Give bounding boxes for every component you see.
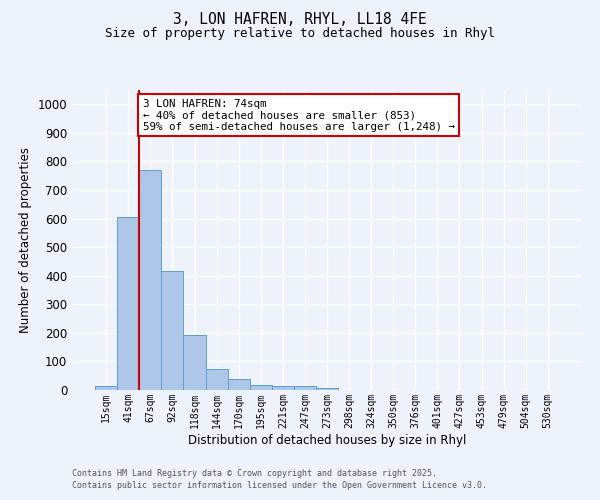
Y-axis label: Number of detached properties: Number of detached properties	[19, 147, 32, 333]
Bar	[294, 386, 316, 390]
Bar	[206, 368, 227, 390]
Bar	[139, 170, 161, 390]
Bar	[272, 386, 294, 390]
Text: 3 LON HAFREN: 74sqm
← 40% of detached houses are smaller (853)
59% of semi-detac: 3 LON HAFREN: 74sqm ← 40% of detached ho…	[143, 98, 455, 132]
Text: Size of property relative to detached houses in Rhyl: Size of property relative to detached ho…	[105, 28, 495, 40]
Bar	[95, 386, 117, 390]
Bar	[316, 388, 338, 390]
Bar	[250, 385, 272, 390]
Bar	[227, 379, 250, 390]
Text: Contains public sector information licensed under the Open Government Licence v3: Contains public sector information licen…	[72, 481, 487, 490]
Text: 3, LON HAFREN, RHYL, LL18 4FE: 3, LON HAFREN, RHYL, LL18 4FE	[173, 12, 427, 28]
Bar	[184, 335, 206, 390]
X-axis label: Distribution of detached houses by size in Rhyl: Distribution of detached houses by size …	[188, 434, 466, 446]
Text: Contains HM Land Registry data © Crown copyright and database right 2025.: Contains HM Land Registry data © Crown c…	[72, 468, 437, 477]
Bar	[161, 272, 184, 390]
Bar	[117, 217, 139, 390]
